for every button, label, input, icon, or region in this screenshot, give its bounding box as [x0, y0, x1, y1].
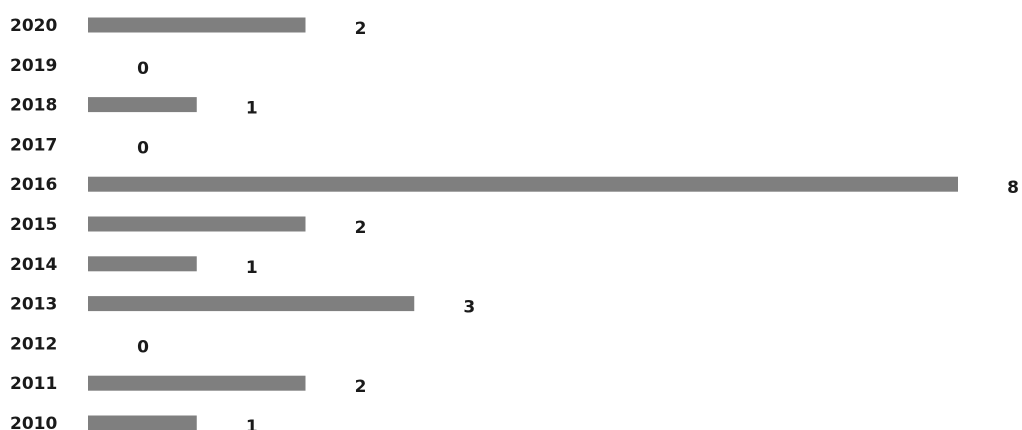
category-label: 2011	[10, 374, 57, 394]
value-label: 2	[355, 19, 367, 39]
bar-row-2016: 2016 8	[10, 175, 1019, 198]
value-label: 1	[246, 99, 258, 119]
category-label: 2017	[10, 135, 57, 155]
chart-rows: 2020 2 2019 0 2018 1 2017 0 2016 8 2015 2 2014 1 2013 3…	[10, 16, 1019, 430]
value-label: 0	[137, 59, 149, 79]
category-label: 2018	[10, 96, 57, 116]
bar-row-2010: 2010 1	[10, 414, 258, 430]
bar-row-2015: 2015 2	[10, 215, 366, 238]
bar-row-2019: 2019 0	[10, 56, 149, 79]
bar	[88, 97, 197, 113]
bar-row-2020: 2020 2	[10, 16, 366, 39]
value-label: 0	[137, 337, 149, 357]
category-label: 2010	[10, 414, 57, 430]
value-label: 0	[137, 138, 149, 158]
bar-row-2013: 2013 3	[10, 295, 475, 318]
bar	[88, 415, 197, 430]
bar-row-2014: 2014 1	[10, 255, 258, 278]
category-label: 2013	[10, 295, 57, 315]
bar-row-2018: 2018 1	[10, 96, 258, 119]
value-label: 2	[355, 377, 367, 397]
bar-row-2017: 2017 0	[10, 135, 149, 158]
category-label: 2016	[10, 175, 57, 195]
bar	[88, 256, 197, 272]
bar	[88, 17, 306, 33]
value-label: 3	[463, 298, 475, 318]
value-label: 1	[246, 417, 258, 430]
category-label: 2019	[10, 56, 57, 76]
bar-row-2011: 2011 2	[10, 374, 366, 397]
category-label: 2012	[10, 334, 57, 354]
bar	[88, 375, 306, 391]
value-label: 8	[1007, 178, 1019, 198]
bar-row-2012: 2012 0	[10, 334, 149, 357]
bar	[88, 296, 415, 312]
category-label: 2014	[10, 255, 57, 275]
bar	[88, 176, 958, 192]
category-label: 2020	[10, 16, 57, 36]
category-label: 2015	[10, 215, 57, 235]
value-label: 2	[355, 218, 367, 238]
bar	[88, 216, 306, 232]
value-label: 1	[246, 258, 258, 278]
